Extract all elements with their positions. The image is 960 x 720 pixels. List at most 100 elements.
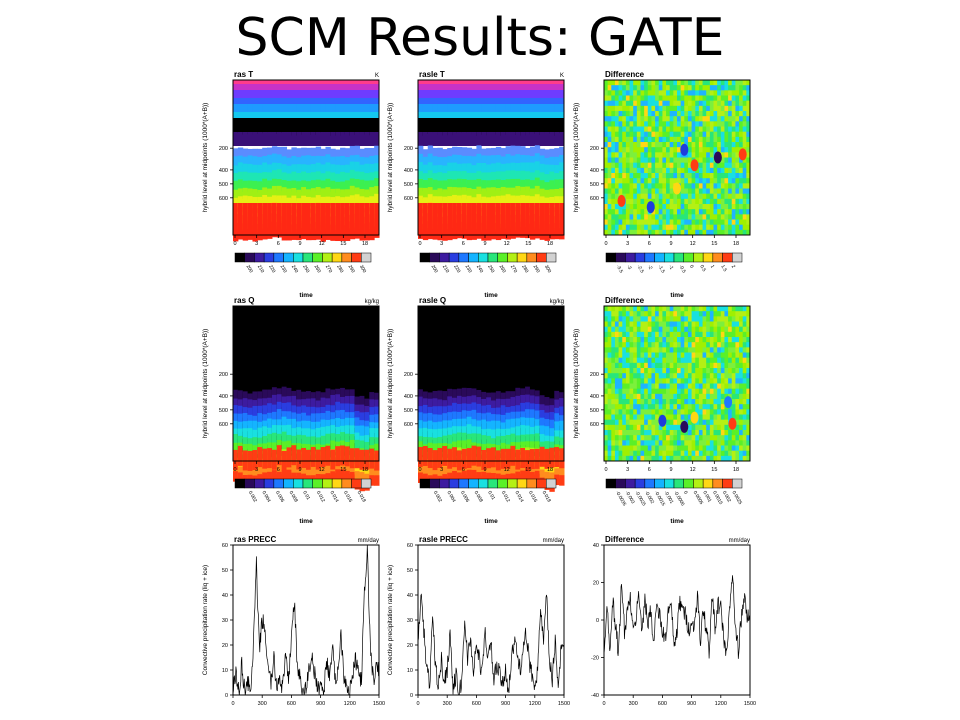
diff-Q-cell (709, 414, 714, 421)
diff-PRECC-ytick-label: -40 (591, 693, 599, 699)
diff-T-cell (713, 183, 718, 189)
diff-T-cell (680, 121, 685, 127)
diff-Q-cell (698, 347, 704, 353)
rasle-T-cell (456, 112, 463, 118)
diff-T-cell (614, 152, 620, 158)
rasle-T-cell (452, 154, 458, 166)
ras-T-cell (325, 84, 331, 90)
diff-T-cell (739, 229, 744, 236)
rasle-Q-cell (500, 429, 507, 440)
diff-T-cell (735, 219, 740, 226)
diff-Q-cell (739, 383, 744, 390)
rasle-T-cell (422, 132, 429, 146)
diff-T-cell (644, 90, 649, 96)
diff-Q-cell (618, 440, 623, 446)
diff-Q-cell (720, 435, 725, 441)
ras-Q-cell (281, 425, 288, 436)
diff-Q-cell (706, 404, 711, 410)
diff-Q-cell (709, 311, 714, 317)
rasle-Q-cell (520, 402, 526, 414)
rasle-T-cell (452, 187, 458, 199)
diff-T-cell (720, 204, 725, 210)
ras-Q-cell (281, 416, 288, 428)
diff-Q-cell (695, 362, 700, 369)
diff-Q-cell (742, 430, 747, 436)
ras-Q-cell (271, 425, 278, 436)
ras-T-colorbar-label: 270 (324, 264, 333, 274)
ras-T-cell (237, 80, 244, 84)
diff-T-cell (706, 152, 711, 158)
rasle-Q-cell (422, 398, 429, 409)
ras-T-cell (247, 188, 253, 200)
diff-T-cell (633, 209, 638, 215)
diff-T-cell (717, 105, 722, 112)
diff-Q-cell (614, 357, 620, 364)
ras-Q-cell (242, 412, 249, 424)
rasle-T-cell (442, 196, 448, 208)
diff-Q-cell (684, 435, 689, 441)
diff-Q-cell (717, 393, 722, 400)
ras-T-cell (315, 104, 322, 112)
diff-Q-cell (677, 388, 682, 395)
diff-Q-cell (655, 440, 660, 446)
diff-T-cell (655, 224, 660, 231)
diff-T-cell (687, 209, 693, 215)
diff-T-cell (604, 147, 609, 153)
diff-T-cell (633, 121, 638, 127)
diff-T-cell (647, 85, 652, 91)
diff-T-cell (677, 111, 682, 117)
ras-Q-colorbar-label: 0.014 (328, 490, 339, 504)
rasle-T-cell (422, 84, 429, 90)
diff-T-cell (731, 152, 736, 158)
ras-Q-cell (233, 449, 239, 470)
diff-Q-cell (658, 342, 663, 348)
diff-T-cell (724, 131, 729, 138)
diff-T-cell (702, 80, 707, 86)
ras-T-cell (257, 132, 263, 146)
ras-T-cell (354, 171, 361, 183)
rasle-Q-cell (447, 434, 453, 446)
diff-Q-cell (720, 362, 725, 369)
diff-Q-cell (655, 393, 660, 400)
diff-T-cell (640, 80, 645, 86)
diff-T-cell (746, 90, 751, 96)
diff-T-cell (728, 198, 733, 205)
ras-Q-cell (349, 425, 356, 436)
rasle-T-cell (476, 186, 482, 198)
ras-Q-cell (276, 445, 283, 466)
diff-T-cell (629, 167, 634, 174)
diff-Q-cell (684, 393, 689, 400)
diff-Q-cell (604, 414, 609, 421)
diff-T-cell (651, 100, 656, 107)
rasle-Q-ylabel: hybrid level at midpoints (1000*(A+B)) (387, 329, 394, 439)
ras-Q-xtick-label: 0 (233, 467, 236, 473)
ras-Q-cell (286, 306, 292, 461)
ras-Q-cell (364, 420, 370, 432)
ras-T-cell (359, 118, 365, 135)
diff-Q-cell (618, 424, 623, 431)
diff-Q-cell (636, 409, 641, 415)
diff-Q-cell (611, 357, 616, 364)
rasle-Q-cell (515, 464, 521, 476)
ras-Q-cell (344, 470, 351, 482)
diff-PRECC-xtick-label: 1500 (744, 701, 756, 707)
diff-Q-cell (691, 352, 696, 359)
diff-Q-cell (666, 424, 671, 431)
diff-Q-cell (636, 455, 641, 462)
diff-Q-cell (651, 430, 656, 436)
diff-Q-cell (728, 393, 733, 400)
diff-Q-cell (691, 404, 696, 410)
rasle-T-cell (559, 179, 565, 191)
diff-T-cell (687, 162, 693, 169)
diff-T-cell (636, 198, 641, 205)
diff-Q-cell (669, 306, 674, 312)
diff-Q-cell (662, 440, 667, 446)
ras-Q-cell (301, 447, 307, 468)
diff-Q-cell (724, 388, 729, 395)
rasle-T-cell (452, 203, 458, 235)
diff-Q-cell (636, 435, 641, 441)
rasle-Q-cell (525, 434, 531, 445)
diff-T-cell (625, 193, 631, 200)
diff-Q-cell (629, 311, 634, 317)
rasle-T-cell (525, 84, 531, 90)
